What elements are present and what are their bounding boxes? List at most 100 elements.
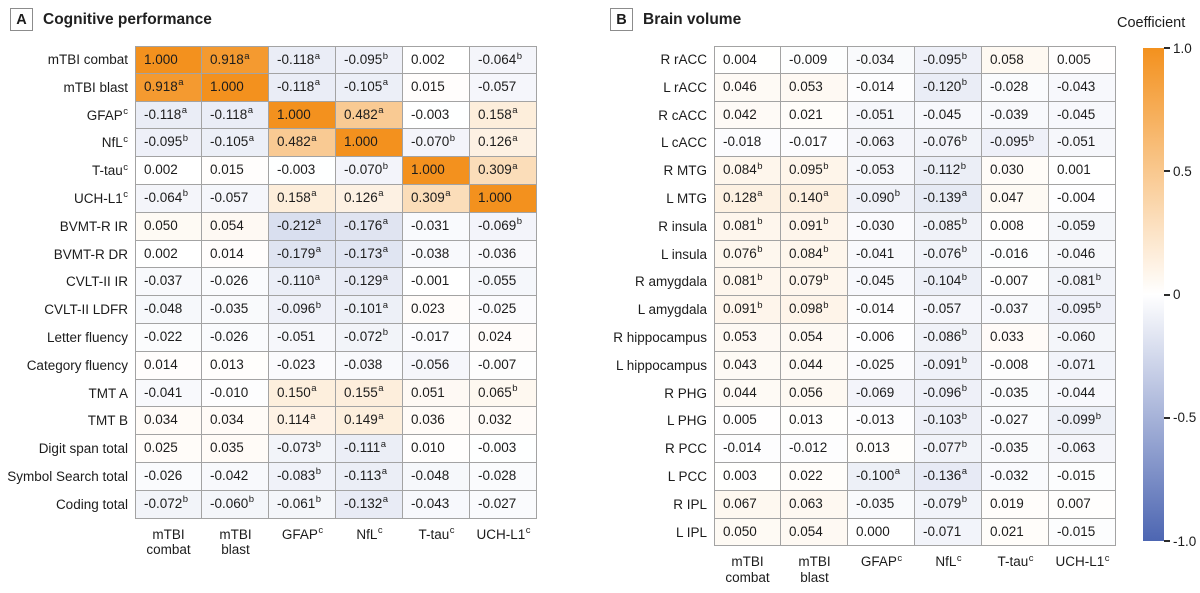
superscript-marker: a: [382, 299, 389, 311]
heatmap-cell: 0.126a: [470, 129, 537, 158]
superscript-marker: b: [961, 383, 968, 395]
superscript-marker: a: [314, 77, 321, 89]
superscript-marker: a: [378, 383, 384, 395]
heatmap-cell: -0.014: [714, 435, 781, 463]
superscript-marker: b: [961, 50, 968, 62]
superscript-marker: a: [757, 188, 763, 200]
heatmap-cell: 0.053: [781, 73, 848, 102]
row-label: L rACC: [663, 79, 707, 95]
table-row: R rACC 0.004 -0.009 -0.034 -0.095b 0.058 0.005: [579, 46, 1116, 74]
heatmap-cell: 0.043: [714, 351, 781, 380]
heatmap-cell: -0.132a: [336, 490, 403, 519]
heatmap-cell: -0.112b: [915, 157, 982, 185]
heatmap-cell: -0.113a: [336, 462, 403, 491]
superscript-marker: b: [449, 132, 456, 144]
superscript-marker: b: [757, 160, 763, 172]
table-row: CVLT-II LDFR -0.048 -0.035 -0.096b -0.101a 0.…: [0, 296, 537, 324]
heatmap-cell: -0.212a: [269, 212, 336, 241]
colorbar-tick-mark: [1164, 47, 1170, 49]
heatmap-cell: -0.060: [1049, 323, 1116, 352]
panel-b-header: B Brain volume: [610, 8, 741, 31]
heatmap-cell: -0.070b: [403, 129, 470, 158]
heatmap-cell: -0.095b: [915, 46, 982, 74]
heatmap-cell: 0.042: [714, 101, 781, 130]
superscript-marker: b: [315, 438, 322, 450]
colorbar-tick-label: -0.5: [1173, 410, 1197, 426]
row-label: R cACC: [658, 107, 707, 123]
superscript-marker: a: [382, 77, 389, 89]
heatmap-cell: -0.016: [982, 240, 1049, 269]
colorbar-tick-label: 0.5: [1173, 163, 1192, 179]
heatmap-cell: -0.007: [470, 351, 537, 380]
heatmap-cell: -0.036: [470, 240, 537, 269]
table-row: Symbol Search total -0.026 -0.042 -0.083b -0…: [0, 462, 537, 491]
heatmap-cell: 0.050: [135, 212, 202, 241]
heatmap-cell: -0.118a: [269, 46, 336, 74]
heatmap-cell: -0.001: [403, 268, 470, 297]
heatmap-cell: 0.050: [714, 518, 781, 547]
column-labels-spacer: [579, 553, 714, 585]
heatmap-cell: -0.017: [781, 129, 848, 158]
table-row: L PHG 0.005 0.013 -0.013 -0.103b -0.027 -0.099…: [579, 407, 1116, 436]
superscript-marker: b: [1028, 132, 1035, 144]
heatmap-cell: -0.039: [982, 101, 1049, 130]
heatmap-cell: 0.054: [781, 323, 848, 352]
superscript-marker: a: [378, 105, 384, 117]
superscript-marker: b: [182, 132, 189, 144]
column-label: T-tauc: [997, 552, 1034, 570]
superscript-marker: c: [318, 525, 324, 537]
heatmap-cell: 0.015: [202, 157, 269, 185]
heatmap-cell: -0.027: [470, 490, 537, 519]
heatmap-cell: -0.105a: [336, 73, 403, 102]
table-row: R PCC -0.014 -0.012 0.013 -0.077b -0.035 -0.06…: [579, 435, 1116, 463]
table-row: L IPL 0.050 0.054 0.000 -0.071 0.021 -0.015: [579, 518, 1116, 547]
heatmap-cell: -0.086b: [915, 323, 982, 352]
heatmap-cell: 0.095b: [781, 157, 848, 185]
heatmap-cell: -0.120b: [915, 73, 982, 102]
heatmap-cell: -0.004: [1049, 184, 1116, 213]
panel-a-title: Cognitive performance: [43, 10, 212, 28]
heatmap-cell: 0.126a: [336, 184, 403, 213]
heatmap-cell: -0.079b: [915, 490, 982, 519]
heatmap-cell: -0.176a: [336, 212, 403, 241]
superscript-marker: b: [382, 160, 389, 172]
table-row: UCH-L1c -0.064b -0.057 0.158a 0.126a 0.309a 1.…: [0, 184, 537, 213]
heatmap-cell: 0.150a: [269, 379, 336, 408]
heatmap-cell: -0.035: [202, 296, 269, 324]
superscript-marker: c: [123, 106, 128, 118]
superscript-marker: a: [378, 410, 384, 422]
heatmap-cell: -0.044: [1049, 379, 1116, 408]
superscript-marker: b: [961, 271, 968, 283]
heatmap-cell: 0.008: [982, 212, 1049, 241]
heatmap-cell: -0.012: [781, 435, 848, 463]
heatmap-cell: -0.018: [714, 129, 781, 158]
row-label: L MTG: [666, 190, 707, 206]
heatmap-cell: -0.041: [135, 379, 202, 408]
heatmap-cell: -0.104b: [915, 268, 982, 297]
heatmap-cell: 0.054: [202, 212, 269, 241]
heatmap-cell: -0.072b: [336, 323, 403, 352]
heatmap-cell: -0.095b: [1049, 296, 1116, 324]
heatmap-cell: -0.129a: [336, 268, 403, 297]
heatmap-cell: 0.081b: [714, 268, 781, 297]
heatmap-cell: -0.023: [269, 351, 336, 380]
colorbar-gradient: [1143, 48, 1164, 541]
heatmap-B: R rACC 0.004 -0.009 -0.034 -0.095b 0.058 0.005…: [579, 46, 1116, 585]
superscript-marker: b: [961, 327, 968, 339]
heatmap-cell: -0.034: [848, 46, 915, 74]
heatmap-cell: 0.014: [202, 240, 269, 269]
heatmap-cell: 0.013: [202, 351, 269, 380]
superscript-marker: c: [449, 525, 455, 537]
table-row: Category fluency 0.014 0.013 -0.023 -0.038 -0…: [0, 351, 537, 380]
superscript-marker: b: [315, 299, 322, 311]
row-label: GFAPc: [86, 106, 128, 123]
heatmap-cell: -0.045: [1049, 101, 1116, 130]
column-label: mTBI combat: [725, 554, 770, 585]
table-row: L PCC 0.003 0.022 -0.100a -0.136a -0.032 -0.01…: [579, 462, 1116, 491]
heatmap-cell: 0.021: [781, 101, 848, 130]
table-row: mTBI blast 0.918a 1.000 -0.118a -0.105a 0.015…: [0, 73, 537, 102]
colorbar-tick-label: -1.0: [1173, 533, 1197, 549]
superscript-marker: b: [757, 271, 763, 283]
heatmap-cell: -0.015: [1049, 518, 1116, 547]
heatmap-cell: -0.055: [470, 268, 537, 297]
